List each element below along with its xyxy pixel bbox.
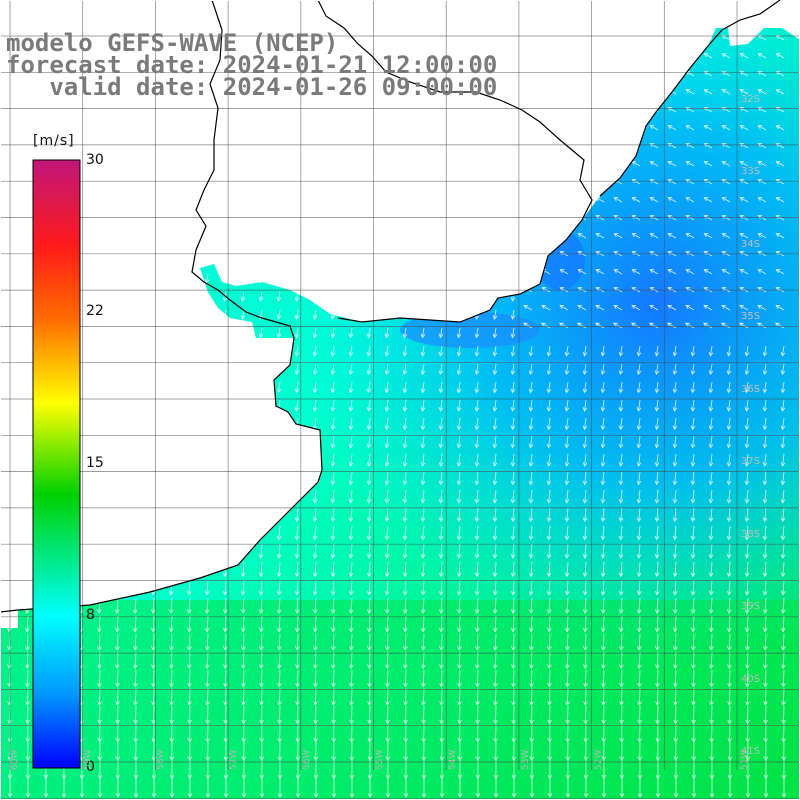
lat-label: 34S <box>741 239 761 250</box>
title-valid-date: valid date: 2024-01-26 09:00:00 <box>6 73 498 101</box>
lat-label: 33S <box>741 166 761 177</box>
lon-label: 55W <box>375 749 385 770</box>
colorbar-tick-30: 30 <box>86 152 104 168</box>
lat-label: 38S <box>741 529 761 540</box>
colorbar-units: [m/s] <box>33 133 75 149</box>
lat-label: 41S <box>741 746 761 757</box>
colorbar <box>32 159 81 769</box>
lon-label: 60W <box>10 749 20 770</box>
lat-label: 39S <box>741 601 761 612</box>
colorbar-tick-0: 0 <box>86 759 95 775</box>
colorbar-tick-22: 22 <box>86 303 104 319</box>
lon-label: 58W <box>156 749 166 770</box>
lon-label: 59W <box>83 749 93 770</box>
title-forecast-date: forecast date: 2024-01-21 12:00:00 <box>6 51 498 79</box>
lat-label: 40S <box>741 674 761 685</box>
lon-label: 51W <box>740 749 750 770</box>
colorbar-tick-15: 15 <box>86 455 104 471</box>
lat-label: 37S <box>741 456 761 467</box>
colorbar-tick-8: 8 <box>86 607 95 623</box>
lon-label: 53W <box>521 749 531 770</box>
title-model: modelo GEFS-WAVE (NCEP) <box>6 29 339 57</box>
coastline-north <box>317 0 593 323</box>
lon-label: 57W <box>229 749 239 770</box>
lon-label: 56W <box>302 749 312 770</box>
coastline-brazil <box>599 0 781 197</box>
lat-label: 35S <box>741 311 761 322</box>
lon-label: 52W <box>594 749 604 770</box>
coastline <box>0 0 323 613</box>
lon-label: 54W <box>448 749 458 770</box>
lat-label: 32S <box>741 94 761 105</box>
lat-label: 36S <box>741 384 761 395</box>
